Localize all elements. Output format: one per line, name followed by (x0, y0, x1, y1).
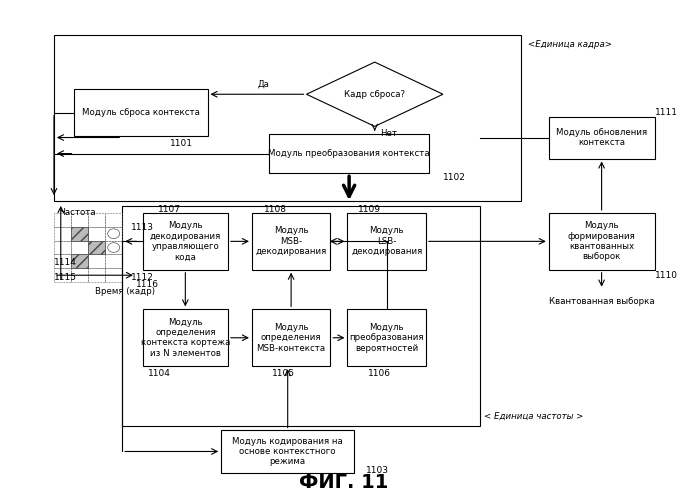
Text: Модуль обновления
контекста: Модуль обновления контекста (556, 128, 647, 147)
Bar (71, 254, 88, 268)
Bar (54, 213, 71, 227)
Text: 1105: 1105 (272, 369, 295, 378)
Text: 1114: 1114 (54, 258, 77, 267)
Text: Модуль
декодирования
управляющего
кода: Модуль декодирования управляющего кода (150, 221, 221, 262)
Bar (88, 227, 105, 240)
Bar (88, 254, 105, 268)
Bar (122, 206, 480, 426)
Text: 1106: 1106 (368, 369, 391, 378)
Bar (105, 227, 122, 240)
Text: Модуль
преобразования
вероятностей: Модуль преобразования вероятностей (350, 323, 424, 352)
Text: Модуль
LSB-
декодирования: Модуль LSB- декодирования (351, 226, 422, 256)
Text: 1102: 1102 (443, 173, 466, 182)
Text: Модуль кодирования на
основе контекстного
режима: Модуль кодирования на основе контекстног… (233, 436, 343, 466)
Bar (252, 213, 330, 270)
Bar (71, 227, 88, 240)
Text: Модуль сброса контекста: Модуль сброса контекста (82, 108, 200, 118)
Bar (105, 240, 122, 254)
Bar (105, 268, 122, 282)
Text: Модуль
формирования
квантованных
выборок: Модуль формирования квантованных выборок (568, 221, 636, 262)
Bar (71, 254, 88, 268)
Text: Частота: Частота (59, 208, 96, 217)
Text: 1104: 1104 (148, 369, 171, 378)
Text: < Единица частоты >: < Единица частоты > (484, 412, 583, 420)
Bar (88, 213, 105, 227)
Bar (252, 310, 330, 366)
Bar (221, 430, 354, 472)
Bar (105, 254, 122, 268)
Bar (54, 35, 522, 200)
Bar (71, 213, 88, 227)
Text: 1107: 1107 (158, 205, 182, 214)
Text: 1111: 1111 (654, 108, 678, 117)
Text: 1115: 1115 (54, 272, 77, 281)
Text: 1109: 1109 (358, 205, 380, 214)
Text: 1108: 1108 (264, 205, 286, 214)
Bar (54, 268, 71, 282)
Bar (347, 310, 426, 366)
Polygon shape (306, 62, 443, 126)
Text: 1103: 1103 (366, 466, 389, 474)
Bar (71, 268, 88, 282)
Bar (71, 240, 88, 254)
Bar (54, 240, 71, 254)
Bar (54, 254, 71, 268)
Bar (74, 90, 208, 136)
Bar (54, 227, 71, 240)
Text: Модуль
определения
контекста кортежа
из N элементов: Модуль определения контекста кортежа из … (140, 318, 230, 358)
Text: Кадр сброса?: Кадр сброса? (344, 90, 405, 99)
Text: ФИГ. 11: ФИГ. 11 (299, 474, 389, 492)
Text: 1112: 1112 (131, 272, 154, 281)
Bar (347, 213, 426, 270)
Text: <Единица кадра>: <Единица кадра> (528, 40, 612, 49)
Bar (269, 134, 429, 173)
Bar (88, 240, 105, 254)
Bar (88, 268, 105, 282)
Text: Модуль преобразования контекста: Модуль преобразования контекста (268, 149, 430, 158)
Bar (71, 227, 88, 240)
Bar (549, 213, 654, 270)
Text: Да: Да (258, 80, 270, 88)
Bar (142, 310, 228, 366)
Bar (549, 116, 654, 158)
Text: Модуль
MSB-
декодирования: Модуль MSB- декодирования (255, 226, 327, 256)
Text: 1101: 1101 (170, 139, 193, 148)
Text: 1110: 1110 (654, 271, 678, 280)
Bar (88, 240, 105, 254)
Text: Модуль
определения
MSB-контекста: Модуль определения MSB-контекста (257, 323, 325, 352)
Text: Нет: Нет (380, 129, 397, 138)
Text: 1116: 1116 (136, 280, 159, 289)
Bar (105, 213, 122, 227)
Text: Квантованная выборка: Квантованная выборка (549, 297, 654, 306)
Text: Время (кадр): Время (кадр) (95, 287, 155, 296)
Bar (142, 213, 228, 270)
Text: 1113: 1113 (131, 223, 154, 232)
